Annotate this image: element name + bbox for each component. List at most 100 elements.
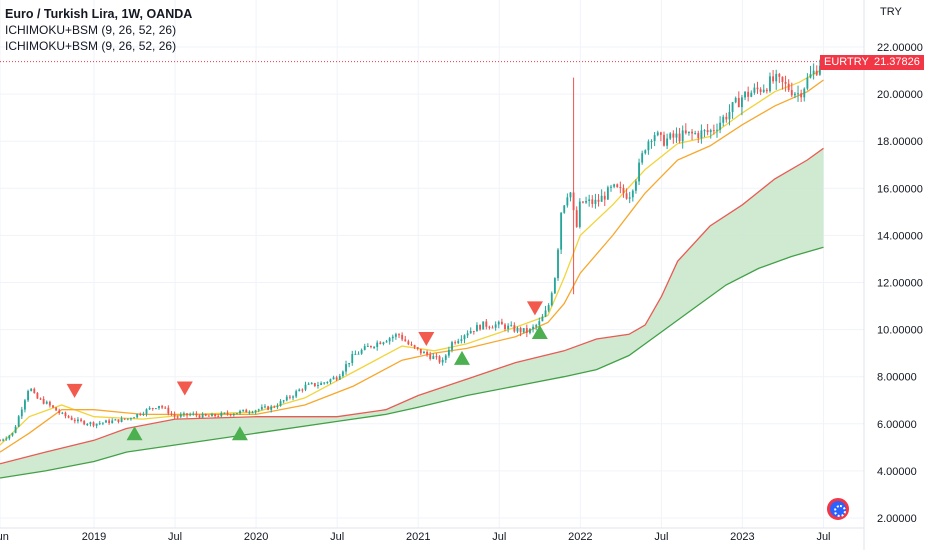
candle-body[interactable] xyxy=(164,407,167,409)
candle-body[interactable] xyxy=(684,130,687,134)
candle-body[interactable] xyxy=(5,438,8,440)
candle-body[interactable] xyxy=(407,341,410,345)
candle-body[interactable] xyxy=(557,249,559,279)
candle-body[interactable] xyxy=(787,83,790,91)
candle-body[interactable] xyxy=(479,325,482,330)
candle-body[interactable] xyxy=(27,390,29,401)
candle-body[interactable] xyxy=(697,133,700,138)
candle-body[interactable] xyxy=(323,382,326,384)
candle-body[interactable] xyxy=(712,130,715,132)
candle-body[interactable] xyxy=(58,410,61,414)
candle-body[interactable] xyxy=(560,212,563,250)
sell-signal-marker[interactable] xyxy=(526,301,543,316)
candle-body[interactable] xyxy=(491,327,494,329)
candle-body[interactable] xyxy=(497,321,500,325)
candle-body[interactable] xyxy=(610,186,612,188)
candle-body[interactable] xyxy=(628,197,631,199)
candle-body[interactable] xyxy=(401,334,404,340)
candle-body[interactable] xyxy=(678,133,681,142)
candle-body[interactable] xyxy=(756,87,759,90)
indicator-legend-1[interactable]: ICHIMOKU+BSM (9, 26, 52, 26) xyxy=(5,23,177,37)
candle-body[interactable] xyxy=(232,414,235,416)
candle-body[interactable] xyxy=(120,418,123,422)
candle-body[interactable] xyxy=(189,414,192,416)
candle-body[interactable] xyxy=(229,414,232,416)
candle-body[interactable] xyxy=(136,413,139,418)
candles[interactable] xyxy=(0,59,821,442)
candle-body[interactable] xyxy=(11,432,14,436)
candle-body[interactable] xyxy=(126,418,129,420)
candle-body[interactable] xyxy=(391,336,394,339)
candle-body[interactable] xyxy=(385,341,388,343)
candle-body[interactable] xyxy=(438,356,441,363)
candle-body[interactable] xyxy=(270,406,273,410)
candle-body[interactable] xyxy=(182,413,185,415)
candle-body[interactable] xyxy=(214,414,217,417)
candle-body[interactable] xyxy=(207,415,210,417)
candle-body[interactable] xyxy=(429,354,432,359)
candle-body[interactable] xyxy=(92,422,95,426)
candle-body[interactable] xyxy=(382,342,385,345)
candle-body[interactable] xyxy=(669,133,672,139)
candle-body[interactable] xyxy=(223,412,226,414)
candle-body[interactable] xyxy=(404,339,407,342)
candle-body[interactable] xyxy=(616,184,619,188)
candle-body[interactable] xyxy=(170,413,173,415)
candle-body[interactable] xyxy=(675,133,678,138)
candle-body[interactable] xyxy=(73,419,76,422)
candle-body[interactable] xyxy=(694,133,697,135)
candle-body[interactable] xyxy=(176,416,179,418)
candle-body[interactable] xyxy=(133,417,135,419)
candle-body[interactable] xyxy=(335,377,338,380)
candle-body[interactable] xyxy=(435,356,438,358)
candle-body[interactable] xyxy=(547,305,550,311)
candle-body[interactable] xyxy=(797,93,799,95)
candle-body[interactable] xyxy=(765,89,768,92)
candle-body[interactable] xyxy=(553,278,556,294)
candle-body[interactable] xyxy=(329,379,332,383)
candle-body[interactable] xyxy=(600,195,603,202)
candle-body[interactable] xyxy=(61,412,64,414)
candle-body[interactable] xyxy=(52,405,54,408)
candle-body[interactable] xyxy=(700,130,703,138)
candle-body[interactable] xyxy=(532,326,534,329)
candle-body[interactable] xyxy=(39,398,42,400)
candle-body[interactable] xyxy=(504,324,506,330)
candle-body[interactable] xyxy=(351,354,354,364)
candle-body[interactable] xyxy=(313,383,316,386)
candle-body[interactable] xyxy=(111,420,114,424)
candle-body[interactable] xyxy=(123,418,126,420)
candle-body[interactable] xyxy=(145,409,148,414)
candle-body[interactable] xyxy=(703,130,706,132)
candle-body[interactable] xyxy=(613,184,616,187)
candle-body[interactable] xyxy=(588,199,591,201)
candle-body[interactable] xyxy=(716,129,718,131)
candle-body[interactable] xyxy=(432,356,435,359)
candle-body[interactable] xyxy=(800,93,803,98)
candle-body[interactable] xyxy=(242,409,245,411)
candle-body[interactable] xyxy=(809,74,812,78)
symbol-title[interactable]: Euro / Turkish Lira, 1W, OANDA xyxy=(5,7,193,21)
candle-body[interactable] xyxy=(510,325,513,327)
candle-body[interactable] xyxy=(472,330,475,332)
candle-body[interactable] xyxy=(251,412,254,414)
candle-body[interactable] xyxy=(45,401,48,404)
candle-body[interactable] xyxy=(653,135,656,141)
candle-body[interactable] xyxy=(482,321,485,330)
candle-body[interactable] xyxy=(413,345,416,348)
candle-body[interactable] xyxy=(457,340,460,344)
candle-body[interactable] xyxy=(376,342,379,347)
candle-body[interactable] xyxy=(179,414,182,417)
candle-body[interactable] xyxy=(220,412,223,417)
candle-body[interactable] xyxy=(775,73,778,82)
candle-body[interactable] xyxy=(55,407,58,411)
candle-body[interactable] xyxy=(332,377,335,380)
candle-body[interactable] xyxy=(578,201,581,227)
candle-body[interactable] xyxy=(282,400,285,402)
sell-signal-marker[interactable] xyxy=(418,332,435,347)
candle-body[interactable] xyxy=(257,409,260,411)
candle-body[interactable] xyxy=(572,192,575,211)
candle-body[interactable] xyxy=(161,405,164,408)
candle-body[interactable] xyxy=(20,409,23,417)
candle-body[interactable] xyxy=(426,351,429,355)
